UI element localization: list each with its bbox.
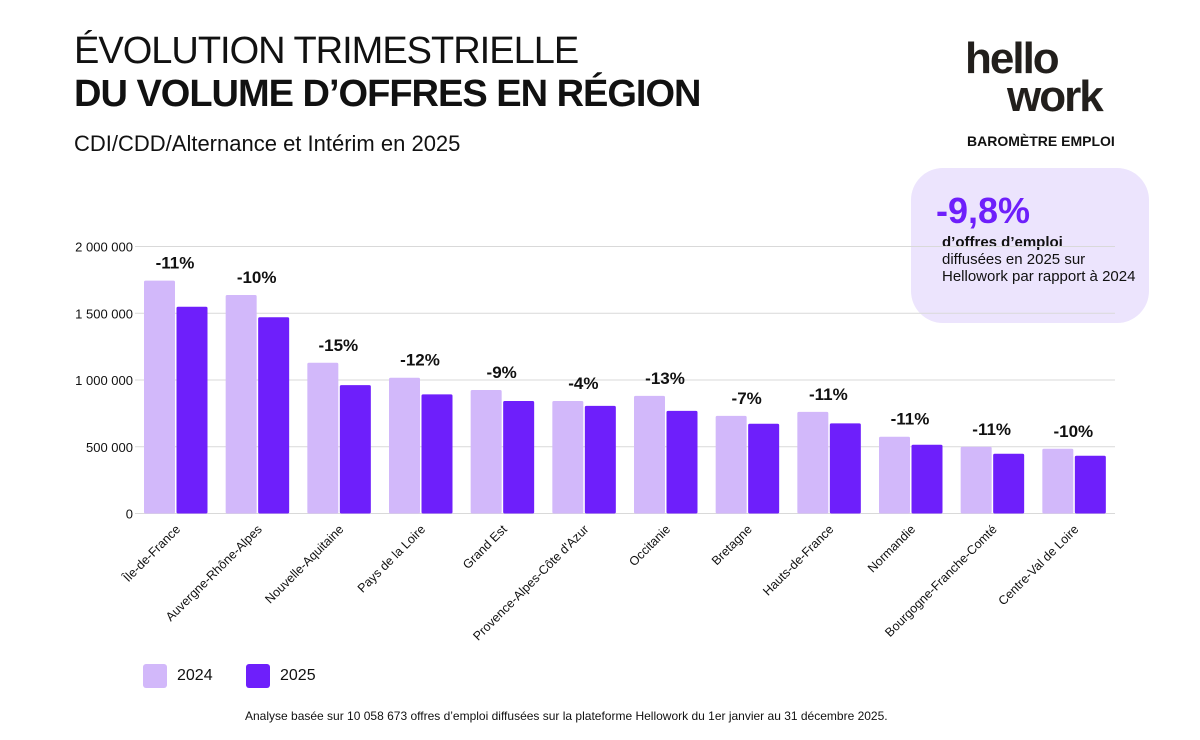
callout-box: -9,8% d’offres d’emploi diffusées en 202… [911,168,1149,323]
bar-2025 [993,453,1025,514]
legend-label-2025: 2025 [280,667,316,684]
bar-2024 [797,411,829,514]
logo-line2: work [1007,72,1104,121]
legend-label-2024: 2024 [177,667,213,684]
data-label: -9% [487,363,517,382]
x-tick-label: Normandie [865,522,918,575]
bar-2025 [421,394,453,514]
data-label: -15% [318,336,358,355]
data-label: -10% [1053,422,1093,441]
data-label: -11% [891,410,930,429]
tagline: BAROMÈTRE EMPLOI [967,133,1115,149]
bar-2025 [584,405,616,514]
y-tick-label: 1 500 000 [75,306,133,321]
bar-2025 [176,306,208,514]
x-tick-label: Occitanie [626,522,673,569]
x-tick-label: Hauts-de-France [760,522,836,598]
callout-text: d’offres d’emploi diffusées en 2025 sur … [942,234,1142,285]
bar-2025 [666,410,698,514]
data-label: -13% [645,369,685,388]
hellowork-logo: hello work [965,34,1104,121]
data-label: -4% [568,374,598,393]
bar-2024 [879,436,910,514]
logo-line1: hello [965,34,1060,83]
bar-2025 [829,423,861,514]
bar-2024 [715,415,747,514]
data-label: -11% [809,385,848,404]
bar-2025 [258,317,290,514]
data-label: -7% [732,389,762,408]
bar-2024 [307,362,339,514]
bar-2024 [634,395,665,514]
data-label: -10% [237,268,277,287]
bar-2025 [911,444,943,514]
bar-2024 [1042,448,1074,514]
y-tick-label: 0 [126,507,133,522]
bar-2025 [503,400,535,514]
x-tick-label: Centre-Val de Loire [996,522,1082,608]
y-tick-label: 2 000 000 [75,240,133,255]
bar-2024 [470,390,502,514]
x-tick-label: Pays de la Loire [355,522,428,595]
legend-2024: 2024 [143,664,213,688]
data-label: -12% [400,351,440,370]
bar-2025 [1074,455,1106,514]
legend-swatch-2024 [143,664,167,688]
y-tick-label: 1 000 000 [75,373,133,388]
title-line1: ÉVOLUTION TRIMESTRIELLE [74,30,579,72]
data-label: -11% [156,254,195,273]
bar-2024 [144,280,175,514]
callout-body: diffusées en 2025 sur Hellowork par rapp… [942,251,1136,285]
bar-2025 [748,423,780,514]
legend-swatch-2025 [246,664,270,688]
callout-value: -9,8% [936,190,1031,231]
x-tick-label: Bretagne [709,522,755,568]
x-tick-label: Grand Est [460,522,510,572]
bar-2025 [339,385,371,514]
bar-2024 [960,446,992,514]
data-label: -11% [972,420,1011,439]
bar-2024 [225,294,257,514]
bar-2024 [552,400,584,514]
x-tick-label: Île-de-France [119,521,183,585]
bar-2024 [389,377,420,514]
subtitle: CDI/CDD/Alternance et Intérim en 2025 [74,131,461,156]
y-tick-label: 500 000 [86,440,133,455]
x-tick-label: Nouvelle-Aquitaine [262,522,346,606]
legend-2025: 2025 [246,664,316,688]
title-line2: DU VOLUME D’OFFRES EN RÉGION [74,73,701,115]
footnote: Analyse basée sur 10 058 673 offres d’em… [245,709,888,723]
x-tick-label: Auvergne-Rhône-Alpes [163,522,265,624]
